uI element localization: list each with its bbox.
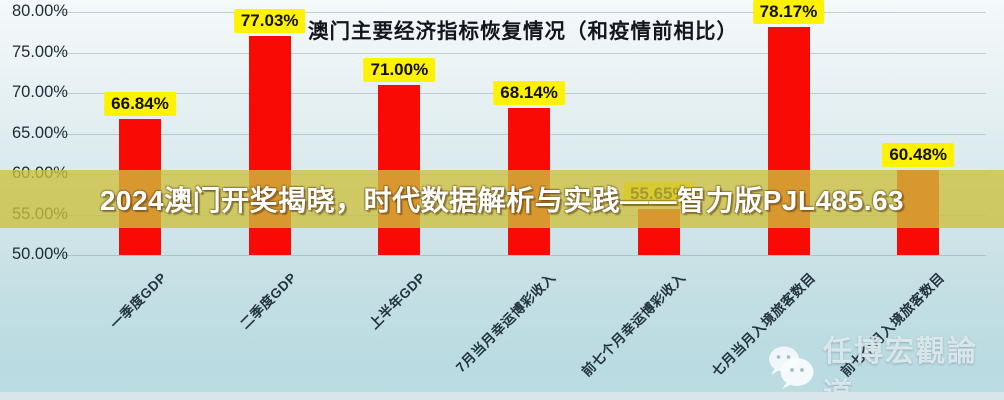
bar-value-label: 68.14% [493,81,565,106]
promo-banner-text: 2024澳门开奖揭晓，时代数据解析与实践——智力版PJL485.63 [99,185,905,216]
promo-banner: 2024澳门开奖揭晓，时代数据解析与实践——智力版PJL485.63 [0,170,1004,228]
bar-value-label: 66.84% [104,91,176,116]
watermark-text: 任博宏觀論道 [823,336,979,400]
watermark: 任博宏觀論道 [763,328,1004,400]
gridline [60,12,986,13]
bar-value-label: 78.17% [752,0,825,24]
chart-title: 澳门主要经济指标恢复情况（和疫情前相比） [308,20,738,43]
y-axis-tick-label: 50.00% [12,245,68,263]
bar-value-label: 77.03% [233,9,306,34]
x-axis-category-label: 一季度GDP [107,269,170,332]
wechat-icon [763,344,817,397]
y-axis-tick-label: 70.00% [12,83,68,101]
y-axis-tick-label: 65.00% [12,123,68,142]
y-axis-tick-label: 75.00% [12,42,68,61]
footer-strip [0,392,1004,400]
y-axis-tick-label: 80.00% [12,2,68,20]
gridline [60,52,986,54]
bar-value-label: 60.48% [882,143,955,168]
bar-value-label: 71.00% [363,57,436,82]
gridline [60,255,986,256]
